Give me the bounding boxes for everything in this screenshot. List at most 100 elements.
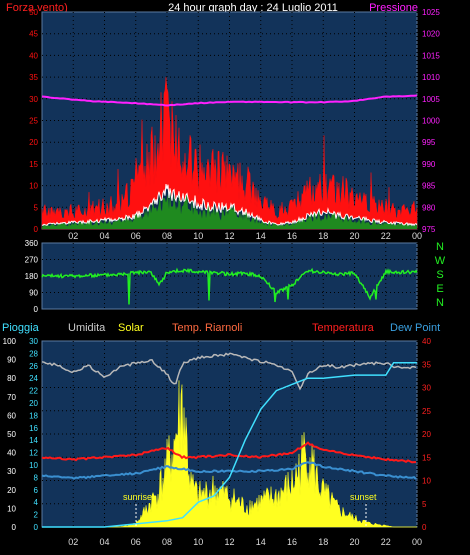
wind-avg-line <box>41 184 418 227</box>
rain-line <box>42 361 417 528</box>
y-tick-label: 180 <box>25 272 39 281</box>
y-tick-label: 20 <box>7 486 16 495</box>
wind-series <box>41 77 418 230</box>
wind-y-axis: 0 5 10 15 20 25 30 35 40 45 50 <box>29 8 38 234</box>
y-tick-label: 1010 <box>422 73 440 82</box>
temp-series <box>41 352 417 528</box>
y-tick-label: 360 <box>25 239 39 248</box>
y-tick-label: 50 <box>29 8 38 17</box>
y-tick-label: 14 <box>29 436 38 445</box>
y-tick-label: 10 <box>29 461 38 470</box>
y-tick-label: 12 <box>29 449 38 458</box>
label-solar: Solar <box>118 322 144 334</box>
y-tick-label: 30 <box>7 467 16 476</box>
y-tick-label: 1020 <box>422 30 440 39</box>
x-tick-label: 18 <box>318 537 328 547</box>
label-dewpoint: Dew Point <box>390 322 440 334</box>
direction-letter: S <box>436 269 443 281</box>
y-tick-label: 270 <box>25 256 39 265</box>
y-tick-label: 28 <box>29 349 38 358</box>
temperature-y-axis: 0 5 10 15 20 25 30 35 40 <box>422 337 431 532</box>
x-tick-label: 16 <box>287 231 297 241</box>
x-tick-label: 10 <box>193 231 203 241</box>
y-tick-label: 980 <box>422 203 436 212</box>
y-tick-label: 25 <box>422 407 431 416</box>
y-tick-label: 18 <box>29 411 38 420</box>
x-tick-label: 00 <box>412 537 422 547</box>
wind-gust-area <box>41 77 418 230</box>
direction-line <box>41 267 418 305</box>
label-temperatura: Temperatura <box>312 322 375 334</box>
humidity-line <box>41 352 417 391</box>
x-tick-label: 02 <box>68 231 78 241</box>
y-tick-label: 10 <box>422 477 431 486</box>
pressure-title: Pressione <box>369 2 418 14</box>
x-tick-label: 10 <box>193 537 203 547</box>
x-tick-label: 22 <box>381 537 391 547</box>
pressure-y-axis: 975 980 985 990 995 1000 1005 1010 1015 1020 1025 <box>422 8 440 234</box>
y-tick-label: 25 <box>29 117 38 126</box>
x-tick-label: 18 <box>318 231 328 241</box>
rain-y-axis: 0 10 20 30 40 50 60 70 80 90 100 <box>3 337 17 532</box>
direction-y-axis: 0 90 180 270 360 <box>25 239 39 314</box>
label-pioggia: Pioggia <box>2 322 40 334</box>
pressure-line <box>41 94 418 107</box>
y-tick-label: 50 <box>7 430 16 439</box>
x-tick-label: 22 <box>381 231 391 241</box>
wind-grid <box>42 12 418 229</box>
dewpoint-line <box>41 461 417 480</box>
y-tick-label: 90 <box>7 356 16 365</box>
y-tick-label: 995 <box>422 138 436 147</box>
direction-grid <box>42 243 418 309</box>
y-tick-label: 15 <box>29 160 38 169</box>
y-tick-label: 5 <box>34 203 39 212</box>
y-tick-label: 10 <box>7 504 16 513</box>
chart-title: 24 hour graph day : 24 Luglio 2011 <box>168 2 338 14</box>
y-tick-label: 985 <box>422 182 436 191</box>
x-tick-label: 04 <box>99 537 109 547</box>
x-tick-label: 20 <box>349 537 359 547</box>
y-tick-label: 4 <box>34 498 39 507</box>
y-tick-label: 20 <box>29 399 38 408</box>
wind-title: Forza vento) <box>6 2 68 14</box>
y-tick-label: 90 <box>29 289 38 298</box>
label-riarnoli: Temp. Riarnoli <box>172 322 242 334</box>
x-tick-label: 12 <box>224 537 234 547</box>
y-tick-label: 10 <box>29 182 38 191</box>
direction-letter: E <box>436 283 443 295</box>
y-tick-label: 1015 <box>422 51 440 60</box>
x-tick-label: 14 <box>256 537 266 547</box>
y-tick-label: 45 <box>29 30 38 39</box>
x-tick-label: 12 <box>224 231 234 241</box>
y-tick-label: 24 <box>29 374 38 383</box>
y-tick-label: 6 <box>34 486 39 495</box>
y-tick-label: 2 <box>34 511 39 520</box>
y-tick-label: 35 <box>422 360 431 369</box>
y-tick-label: 1000 <box>422 117 440 126</box>
y-tick-label: 26 <box>29 362 38 371</box>
direction-letter: N <box>436 241 444 253</box>
temp-grid <box>42 341 418 527</box>
x-tick-label: 02 <box>68 537 78 547</box>
x-tick-label: 20 <box>349 231 359 241</box>
direction-series <box>41 267 418 305</box>
y-tick-label: 80 <box>7 374 16 383</box>
y-tick-label: 30 <box>29 337 38 346</box>
temp-x-axis: 02 04 06 08 10 12 14 16 18 20 22 00 <box>68 537 422 547</box>
y-tick-label: 40 <box>7 449 16 458</box>
x-tick-label: 00 <box>412 231 422 241</box>
y-tick-label: 22 <box>29 387 38 396</box>
x-tick-label: 06 <box>131 231 141 241</box>
y-tick-label: 1005 <box>422 95 440 104</box>
y-tick-label: 975 <box>422 225 436 234</box>
y-tick-label: 70 <box>7 393 16 402</box>
x-tick-label: 16 <box>287 537 297 547</box>
sunset-label: sunset <box>350 492 377 502</box>
y-tick-label: 40 <box>422 337 431 346</box>
label-umidita: Umidita <box>68 322 106 334</box>
y-tick-label: 60 <box>7 411 16 420</box>
temperature-line <box>41 441 416 464</box>
y-tick-label: 8 <box>34 473 39 482</box>
y-tick-label: 0 <box>34 305 39 314</box>
